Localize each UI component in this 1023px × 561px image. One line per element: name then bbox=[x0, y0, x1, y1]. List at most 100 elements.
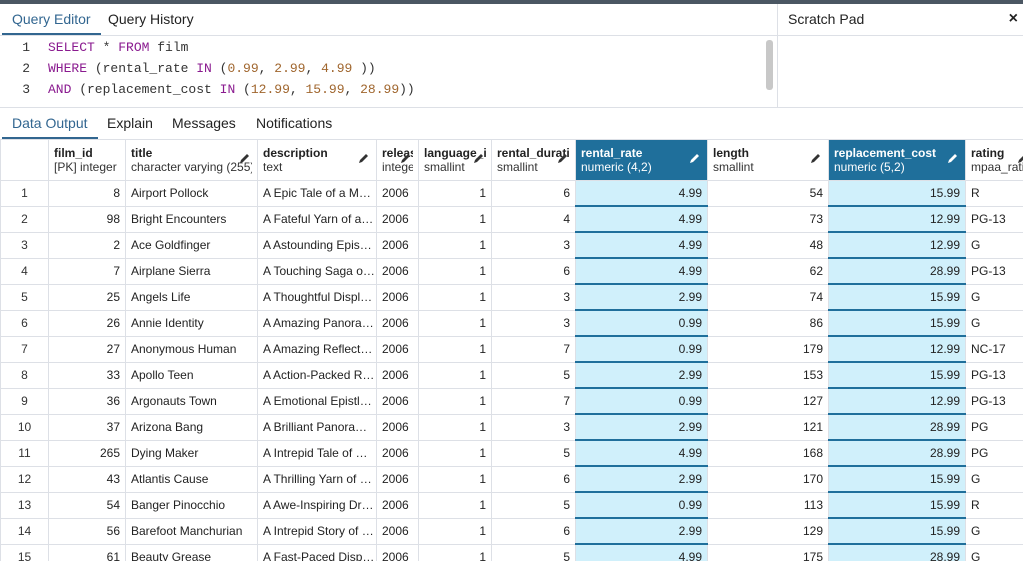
table-cell: G bbox=[965, 309, 1023, 337]
sql-editor[interactable]: 1 SELECT * FROM film 2 WHERE (rental_rate I… bbox=[0, 36, 777, 107]
table-cell: 12.99 bbox=[828, 231, 966, 259]
code-token: FROM bbox=[118, 40, 150, 55]
table-cell: 2006 bbox=[376, 387, 419, 415]
column-type: [PK] integer bbox=[54, 160, 117, 174]
column-name: rating bbox=[971, 146, 1005, 160]
table-cell: NC-17 bbox=[965, 335, 1023, 363]
output-tabs: Data Output Explain Messages Notifications bbox=[0, 107, 1023, 140]
code-token: ( bbox=[211, 61, 228, 76]
code-token: 15.99 bbox=[305, 82, 345, 97]
table-cell: 4.99 bbox=[575, 180, 708, 207]
table-cell: 5 bbox=[491, 439, 576, 467]
code-token: AND bbox=[48, 82, 72, 97]
table-cell: 56 bbox=[48, 517, 126, 545]
output-tab[interactable]: Explain bbox=[107, 115, 153, 131]
row-number: 14 bbox=[0, 517, 49, 545]
table-cell: 15.99 bbox=[828, 465, 966, 493]
table-cell: Airport Pollock bbox=[125, 180, 258, 207]
column-header[interactable]: title character varying (255) bbox=[125, 139, 258, 181]
column-header[interactable]: film_id [PK] integer bbox=[48, 139, 126, 181]
edit-icon bbox=[359, 154, 368, 163]
code-token: film bbox=[149, 40, 189, 55]
edit-icon bbox=[1018, 156, 1023, 163]
table-cell: Bright Encounters bbox=[125, 205, 258, 233]
table-row: 14 56 Barefoot Manchurian A Intrepid Story … bbox=[0, 517, 1023, 545]
table-cell: G bbox=[965, 465, 1023, 493]
code-token: IN bbox=[219, 82, 236, 97]
table-row: 4 7 Airplane Sierra A Touching Saga o… 2006 1… bbox=[0, 257, 1023, 285]
table-cell: 5 bbox=[491, 361, 576, 389]
edit-icon bbox=[240, 154, 249, 163]
table-cell: 2006 bbox=[376, 413, 419, 441]
column-name: length bbox=[713, 146, 749, 160]
table-cell: 2.99 bbox=[575, 465, 708, 493]
table-cell: 27 bbox=[48, 335, 126, 363]
table-row: 1 8 Airport Pollock A Epic Tale of a M… 2006… bbox=[0, 180, 1023, 207]
table-cell: 12.99 bbox=[828, 335, 966, 363]
output-tab[interactable]: Notifications bbox=[256, 115, 333, 131]
table-cell: 15.99 bbox=[828, 180, 966, 207]
column-type: smallint bbox=[713, 160, 754, 174]
table-cell: 1 bbox=[418, 205, 492, 233]
edit-icon bbox=[474, 154, 483, 163]
column-header[interactable]: length smallint bbox=[707, 139, 829, 181]
column-header[interactable]: description text bbox=[257, 139, 377, 181]
table-cell: Atlantis Cause bbox=[125, 465, 258, 493]
column-name: language_id bbox=[424, 146, 486, 160]
code-token: )) bbox=[399, 82, 415, 97]
code-token: )) bbox=[352, 61, 376, 76]
table-cell: 2.99 bbox=[575, 413, 708, 441]
scrollbar[interactable] bbox=[766, 40, 773, 90]
table-cell: Apollo Teen bbox=[125, 361, 258, 389]
column-type: mpaa_rating bbox=[971, 160, 1023, 174]
column-header[interactable]: replacement_cost numeric (5,2) bbox=[828, 139, 966, 181]
column-header[interactable]: rental_rate numeric (4,2) bbox=[575, 139, 708, 181]
data-grid: film_id [PK] integer title character varyin… bbox=[0, 139, 1023, 561]
table-cell: 1 bbox=[418, 387, 492, 415]
column-header[interactable]: language_idsmallint bbox=[418, 139, 492, 181]
table-cell: Beauty Grease bbox=[125, 543, 258, 561]
table-row: 3 2 Ace Goldfinger A Astounding Epis… 2006 1 3… bbox=[0, 231, 1023, 259]
table-cell: 4.99 bbox=[575, 205, 708, 233]
table-cell: 4.99 bbox=[575, 543, 708, 561]
column-header[interactable]: rental_durationsmallint bbox=[491, 139, 576, 181]
edit-icon bbox=[948, 154, 957, 163]
code-token: , bbox=[344, 82, 361, 97]
column-type: character varying (255) bbox=[131, 160, 252, 174]
table-cell: 1 bbox=[418, 491, 492, 519]
table-cell: 2.99 bbox=[575, 361, 708, 389]
table-cell: 1 bbox=[418, 439, 492, 467]
table-cell: A Awe-Inspiring Dr… bbox=[257, 491, 377, 519]
code-token: 2.99 bbox=[274, 61, 306, 76]
table-cell: 5 bbox=[491, 543, 576, 561]
table-cell: R bbox=[965, 491, 1023, 519]
close-button[interactable]: × bbox=[1008, 10, 1018, 27]
table-cell: 86 bbox=[707, 309, 829, 337]
edit-icon bbox=[811, 154, 820, 163]
table-cell: 179 bbox=[707, 335, 829, 363]
column-header[interactable]: release_yearinteger bbox=[376, 139, 419, 181]
table-cell: PG-13 bbox=[965, 387, 1023, 415]
table-cell: PG bbox=[965, 413, 1023, 441]
output-tab[interactable]: Messages bbox=[172, 115, 236, 131]
query-tab[interactable]: Query Editor bbox=[2, 4, 101, 35]
table-cell: 2 bbox=[48, 231, 126, 259]
table-cell: Banger Pinocchio bbox=[125, 491, 258, 519]
code-token: 28.99 bbox=[360, 82, 400, 97]
output-tab[interactable]: Data Output bbox=[2, 108, 98, 139]
table-cell: 2.99 bbox=[575, 517, 708, 545]
table-cell: Argonauts Town bbox=[125, 387, 258, 415]
table-row: 6 26 Annie Identity A Amazing Panora… 2006 1 3… bbox=[0, 309, 1023, 337]
table-cell: 8 bbox=[48, 180, 126, 207]
code-token: 4.99 bbox=[321, 61, 353, 76]
table-cell: PG-13 bbox=[965, 361, 1023, 389]
code-token: , bbox=[305, 61, 322, 76]
row-number: 6 bbox=[0, 309, 49, 337]
scratch-pad: Scratch Pad × bbox=[777, 4, 1023, 108]
table-cell: 0.99 bbox=[575, 335, 708, 363]
row-number: 8 bbox=[0, 361, 49, 389]
query-tab[interactable]: Query History bbox=[108, 11, 194, 27]
table-row: 12 43 Atlantis Cause A Thrilling Yarn of … 2… bbox=[0, 465, 1023, 493]
table-cell: 0.99 bbox=[575, 387, 708, 415]
